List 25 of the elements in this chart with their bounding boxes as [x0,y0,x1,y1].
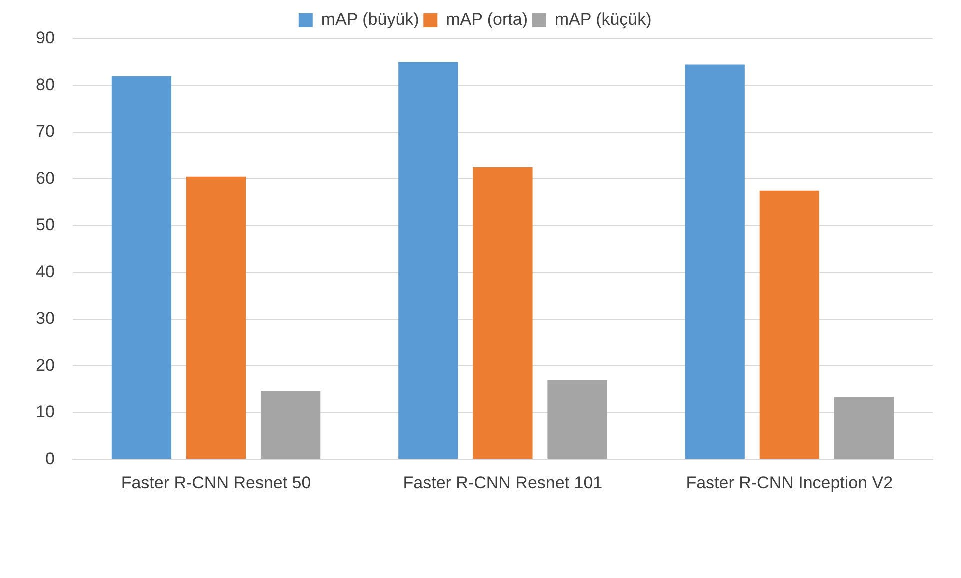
bar [260,391,321,460]
legend-label: mAP (orta) [446,10,528,30]
bar [685,64,745,460]
bar [473,168,533,460]
x-tick-label: Faster R-CNN Resnet 50 [121,473,312,492]
bar [398,62,458,460]
bar [760,190,820,460]
y-tick-label: 30 [36,309,55,328]
y-tick-label: 90 [36,28,55,48]
bar [548,380,608,460]
y-tick-label: 80 [36,75,55,94]
y-tick-label: 70 [36,122,55,142]
legend-label: mAP (büyük) [321,10,420,30]
bar [834,396,894,460]
bar [186,176,246,460]
y-tick-label: 10 [36,402,55,422]
y-tick-label: 60 [36,168,55,188]
legend-label: mAP (küçük) [554,10,652,30]
y-tick-label: 20 [36,356,55,375]
y-tick-label: 50 [36,216,55,235]
x-tick-label: Faster R-CNN Inception V2 [686,473,894,492]
y-tick-label: 40 [36,262,55,282]
bar [112,76,172,460]
x-tick-label: Faster R-CNN Resnet 101 [403,473,603,492]
y-tick-label: 0 [45,449,55,468]
